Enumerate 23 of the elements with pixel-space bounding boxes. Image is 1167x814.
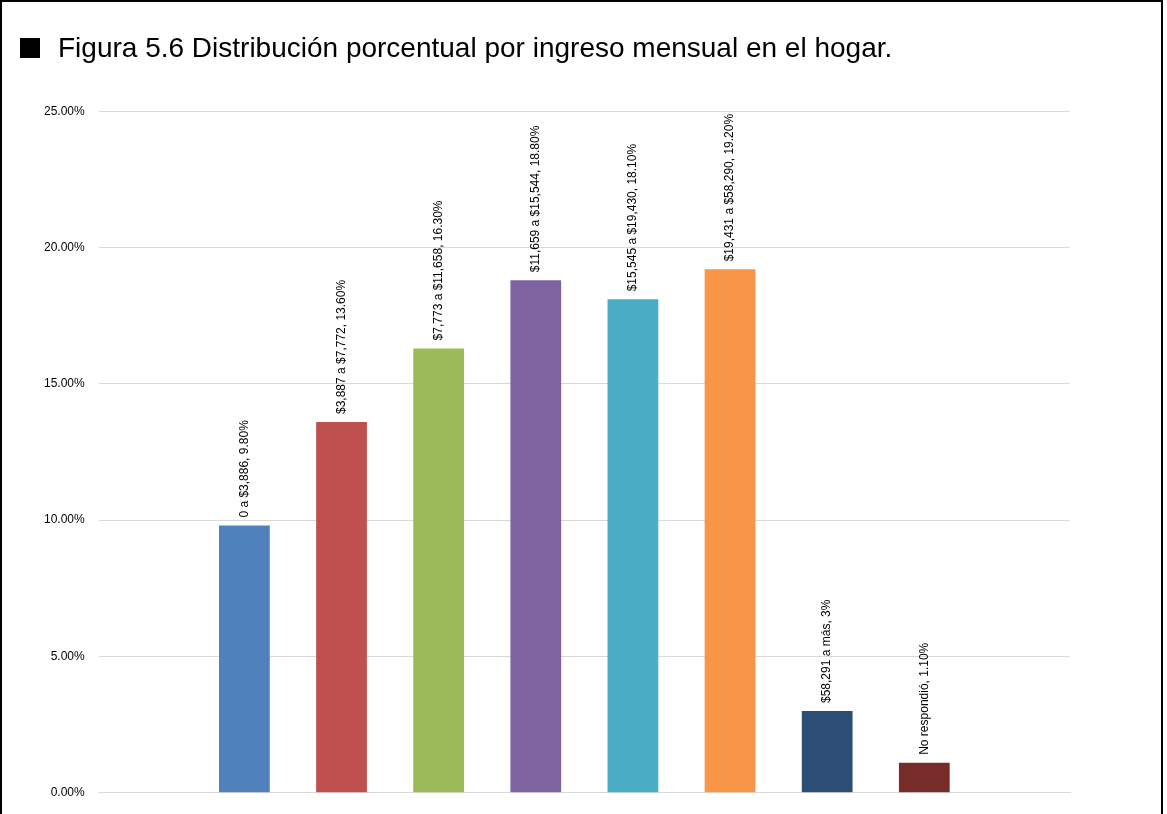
y-tick-label: 10.00% [44, 512, 86, 527]
data-label: $7,773 a $11,658, 16.30% [430, 200, 445, 341]
y-tick-label: 5.00% [50, 648, 86, 663]
bar [898, 762, 950, 793]
data-label: No respondió, 1.10% [916, 642, 931, 755]
y-tick-label: 20.00% [44, 239, 86, 254]
data-label: $11,659 a $15,544, 18.80% [528, 125, 543, 273]
y-tick-label: 15.00% [44, 376, 86, 391]
bar [413, 348, 465, 793]
bar [316, 422, 367, 793]
y-tick-label: 0.00% [50, 785, 86, 800]
bar [801, 711, 853, 793]
data-label: $19,431 a $58,290, 19.20% [722, 113, 737, 262]
bar [219, 525, 270, 793]
bar [704, 269, 756, 793]
y-tick-label: 25.00% [44, 103, 86, 118]
bar [510, 280, 562, 793]
chart-title: Figura 5.6 Distribución porcentual por ingreso mensual en el hogar. [58, 32, 893, 64]
bar [607, 299, 659, 793]
data-label: $15,545 a $19,430, 18.10% [625, 143, 640, 292]
data-label: 0 a $3,886, 9.80% [236, 419, 251, 518]
data-label: $58,291 a más, 3% [819, 599, 834, 704]
data-label: $3,887 a $7,772, 13.60% [333, 279, 348, 415]
